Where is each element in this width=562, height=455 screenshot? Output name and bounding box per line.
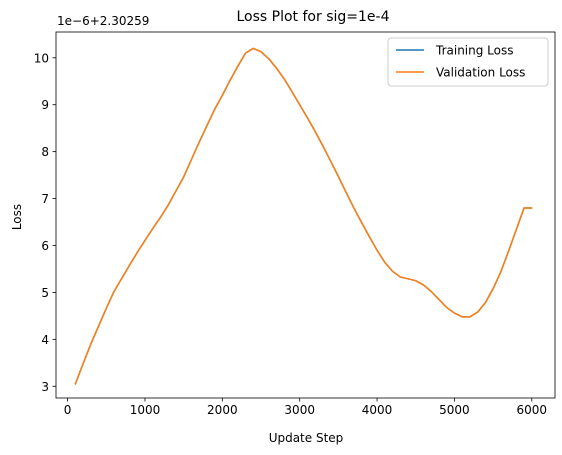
y-tick-label: 9 xyxy=(41,98,49,112)
x-tick-label: 4000 xyxy=(362,403,393,417)
x-tick-label: 0 xyxy=(64,403,72,417)
x-tick-label: 2000 xyxy=(207,403,238,417)
y-tick-label: 7 xyxy=(41,192,49,206)
chart-title: Loss Plot for sig=1e-4 xyxy=(237,9,390,25)
axes: 0 1000 2000 3000 4000 5000 6000 3 4 5 6 7 8 9 10 xyxy=(34,31,556,417)
x-tick-label: 1000 xyxy=(130,403,161,417)
series-line-1 xyxy=(74,47,533,385)
legend-label-0: Training Loss xyxy=(435,44,513,58)
legend: Training Loss Validation Loss xyxy=(387,37,549,87)
plot-lines xyxy=(74,47,533,385)
y-tick-label: 3 xyxy=(41,380,49,394)
series-line-0 xyxy=(74,47,533,385)
legend-label-1: Validation Loss xyxy=(436,66,525,80)
x-tick-label: 5000 xyxy=(439,403,470,417)
legend-box xyxy=(387,37,549,87)
x-tick-label: 6000 xyxy=(517,403,548,417)
x-axis-label: Update Step xyxy=(269,431,344,445)
y-tick-label: 6 xyxy=(41,239,49,253)
y-tick-label: 5 xyxy=(41,286,49,300)
y-tick-label: 8 xyxy=(41,145,49,159)
y-offset-label: 1e−6+2.30259 xyxy=(57,14,149,28)
y-tick-label: 10 xyxy=(34,51,49,65)
y-tick-label: 4 xyxy=(41,333,49,347)
plot-frame xyxy=(55,31,556,399)
x-tick-label: 3000 xyxy=(284,403,315,417)
y-axis-label: Loss xyxy=(10,204,24,230)
